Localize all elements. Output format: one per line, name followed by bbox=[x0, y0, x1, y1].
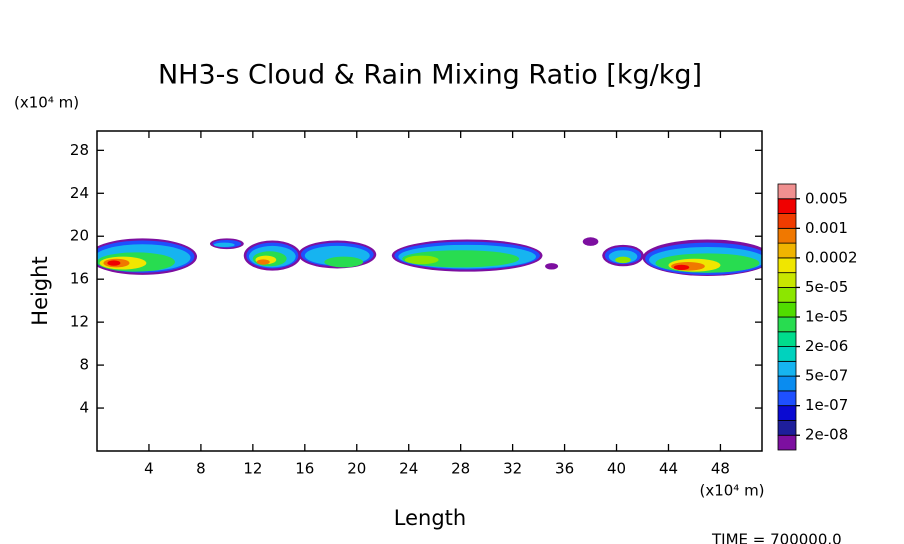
colorbar-swatch bbox=[777, 183, 797, 200]
colorbar-label: 5e-07 bbox=[805, 367, 848, 385]
colorbar-label: 0.0002 bbox=[805, 248, 858, 266]
contour-region bbox=[404, 255, 439, 265]
colorbar-swatch bbox=[777, 375, 797, 392]
x-tick-label: 36 bbox=[555, 460, 574, 478]
contour-region bbox=[107, 260, 121, 266]
colorbar-swatch bbox=[777, 346, 797, 362]
colorbar-swatch bbox=[777, 420, 797, 436]
plot-frame bbox=[96, 130, 763, 452]
x-tick-label: 40 bbox=[607, 460, 626, 478]
x-tick-label: 24 bbox=[399, 460, 418, 478]
y-tick-label: 24 bbox=[70, 184, 89, 202]
y-tick-label: 20 bbox=[70, 227, 89, 245]
y-tick-label: 28 bbox=[70, 141, 89, 159]
x-unit: (x10⁴ m) bbox=[699, 482, 764, 500]
contour-region bbox=[256, 259, 270, 265]
colorbar-swatch bbox=[777, 257, 797, 274]
contour-region bbox=[545, 263, 559, 270]
x-axis-label: Length bbox=[394, 506, 466, 530]
colorbar-label: 0.005 bbox=[805, 189, 848, 207]
y-tick-label: 16 bbox=[70, 270, 89, 288]
colorbar-swatch bbox=[777, 242, 797, 259]
colorbar-swatch bbox=[777, 360, 797, 377]
colorbar-swatch bbox=[777, 213, 797, 229]
x-tick-label: 12 bbox=[243, 460, 262, 478]
y-tick-label: 8 bbox=[79, 356, 89, 374]
contour-region bbox=[582, 237, 599, 246]
contour-region bbox=[213, 242, 235, 247]
colorbar-label: 1e-07 bbox=[805, 396, 848, 414]
x-tick-label: 44 bbox=[659, 460, 678, 478]
y-unit: (x10⁴ m) bbox=[14, 94, 79, 112]
x-tick-label: 32 bbox=[503, 460, 522, 478]
contour-region bbox=[673, 264, 690, 271]
annotation: TIME = 700000.0 bbox=[711, 531, 842, 544]
contour-region bbox=[615, 256, 631, 264]
colorbar-label: 2e-06 bbox=[805, 337, 848, 355]
field bbox=[97, 237, 762, 276]
colorbar-label: 1e-05 bbox=[805, 308, 848, 326]
x-tick-label: 28 bbox=[451, 460, 470, 478]
chart-title: NH3-s Cloud & Rain Mixing Ratio [kg/kg] bbox=[158, 60, 702, 91]
x-tick-label: 16 bbox=[295, 460, 314, 478]
colorbar-swatch bbox=[777, 198, 797, 214]
y-tick-label: 12 bbox=[70, 313, 89, 331]
x-tick-label: 8 bbox=[196, 460, 206, 478]
colorbar-swatch bbox=[777, 227, 797, 244]
x-tick-label: 48 bbox=[711, 460, 730, 478]
colorbar-swatch bbox=[777, 287, 797, 303]
y-tick-label: 4 bbox=[79, 399, 89, 417]
y-axis-label: Height bbox=[28, 256, 52, 325]
colorbar-label: 5e-05 bbox=[805, 278, 848, 296]
colorbar-swatch bbox=[777, 405, 797, 421]
colorbar-swatch bbox=[777, 434, 797, 451]
colorbar-swatch bbox=[777, 316, 797, 333]
x-tick-label: 20 bbox=[347, 460, 366, 478]
colorbar-swatch bbox=[777, 331, 797, 347]
colorbar-swatch bbox=[777, 301, 797, 318]
colorbar-label: 2e-08 bbox=[805, 426, 848, 444]
colorbar-swatch bbox=[777, 390, 797, 407]
colorbar-label: 0.001 bbox=[805, 219, 848, 237]
x-tick-label: 4 bbox=[144, 460, 154, 478]
colorbar-swatch bbox=[777, 272, 797, 288]
contour-region bbox=[324, 256, 364, 268]
